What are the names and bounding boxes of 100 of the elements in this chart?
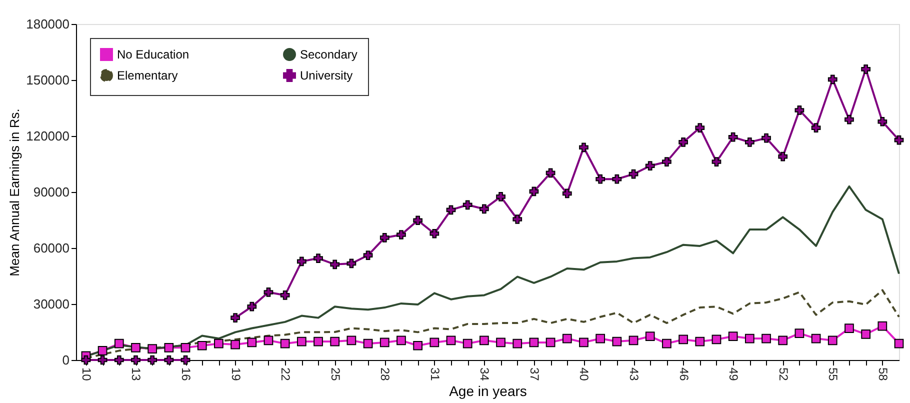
point [579, 142, 588, 152]
x-tick-label: 58 [876, 368, 890, 382]
point [413, 340, 422, 350]
point [462, 200, 472, 210]
point [828, 74, 838, 84]
point [462, 338, 472, 348]
legend-label: University [300, 68, 353, 82]
point [811, 123, 821, 132]
point [546, 168, 556, 178]
x-tick-label: 16 [179, 368, 194, 382]
point [247, 338, 257, 348]
point [280, 290, 290, 300]
point [496, 338, 506, 348]
point [114, 355, 124, 365]
point [363, 338, 373, 348]
x-tick-label: 55 [826, 368, 840, 382]
point [645, 161, 655, 171]
point [728, 332, 738, 341]
point [628, 169, 638, 179]
point [596, 174, 606, 184]
point [678, 137, 688, 147]
point [148, 355, 158, 365]
y-tick-label: 0 [62, 352, 70, 368]
point [612, 174, 622, 184]
point [744, 137, 754, 147]
y-tick-label: 60000 [33, 240, 70, 256]
point [878, 116, 888, 126]
point [280, 338, 290, 348]
point [346, 258, 356, 268]
point [861, 64, 870, 74]
point [296, 336, 306, 346]
x-tick-label: 46 [676, 368, 691, 382]
point [794, 106, 804, 115]
point [230, 313, 240, 322]
point [628, 336, 638, 346]
y-tick-label: 150000 [26, 72, 70, 88]
point [81, 355, 91, 365]
point [562, 188, 572, 198]
point [496, 192, 506, 202]
point [744, 334, 754, 344]
point [894, 338, 904, 348]
point [811, 334, 821, 344]
point [346, 336, 356, 346]
point [695, 336, 705, 346]
point [596, 334, 606, 344]
legend-label: No Education [117, 48, 190, 62]
x-tick-label: 34 [478, 368, 492, 382]
point [413, 216, 422, 226]
point [529, 186, 539, 196]
point [230, 340, 240, 350]
point [296, 256, 306, 266]
point [98, 346, 108, 356]
point [330, 336, 340, 346]
point [695, 123, 705, 132]
point [794, 328, 804, 338]
point [762, 334, 771, 344]
point [562, 334, 572, 344]
y-axis-title: Mean Annual Earnings in Rs. [7, 108, 22, 276]
point [662, 338, 672, 348]
point [180, 355, 190, 365]
point [645, 332, 655, 341]
point [363, 250, 373, 260]
legend-label: Secondary [300, 48, 358, 62]
point [197, 340, 207, 350]
point [762, 133, 771, 143]
point [480, 204, 489, 214]
point [131, 355, 140, 365]
point [430, 338, 440, 348]
point [380, 338, 390, 348]
point [778, 336, 788, 346]
point [579, 338, 588, 348]
point [446, 336, 456, 346]
point [480, 336, 489, 346]
point [114, 338, 124, 348]
point [214, 338, 224, 348]
point [894, 135, 904, 145]
point [314, 254, 323, 263]
point [148, 344, 158, 354]
point [728, 132, 738, 142]
x-tick-label: 31 [428, 368, 442, 382]
point [314, 336, 323, 346]
x-tick-label: 22 [278, 368, 293, 382]
point [662, 157, 672, 166]
point [396, 336, 406, 346]
point [612, 336, 622, 346]
point [878, 321, 888, 331]
point [396, 230, 406, 240]
x-tick-label: 13 [129, 368, 144, 382]
y-tick-label: 90000 [33, 184, 70, 200]
point [678, 334, 688, 344]
point [712, 334, 722, 344]
point [264, 336, 274, 346]
point [264, 288, 274, 297]
point [828, 336, 838, 346]
y-tick-label: 30000 [33, 296, 70, 312]
x-tick-label: 40 [577, 368, 592, 382]
point [861, 330, 870, 339]
x-tick-label: 10 [79, 368, 94, 382]
point [330, 260, 340, 270]
point [164, 355, 174, 365]
